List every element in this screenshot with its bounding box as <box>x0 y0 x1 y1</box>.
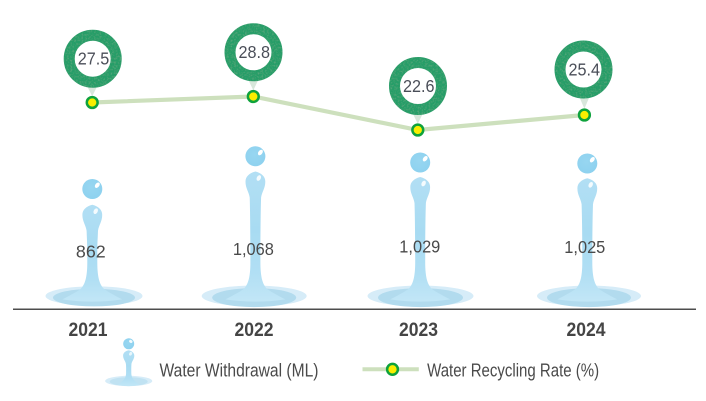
svg-text:25.4: 25.4 <box>569 59 601 79</box>
svg-text:2021: 2021 <box>69 320 108 341</box>
svg-text:1,025: 1,025 <box>564 237 605 257</box>
svg-text:Water Recycling Rate (%): Water Recycling Rate (%) <box>427 359 599 380</box>
svg-text:2023: 2023 <box>399 320 438 341</box>
svg-text:862: 862 <box>76 242 106 262</box>
svg-text:2022: 2022 <box>235 320 274 341</box>
svg-text:1,029: 1,029 <box>399 237 440 257</box>
svg-text:22.6: 22.6 <box>403 76 435 96</box>
svg-text:Water Withdrawal (ML): Water Withdrawal (ML) <box>160 359 319 380</box>
svg-text:2024: 2024 <box>567 320 606 341</box>
svg-text:28.8: 28.8 <box>239 42 271 62</box>
svg-text:27.5: 27.5 <box>78 49 110 69</box>
svg-text:1,068: 1,068 <box>233 239 274 259</box>
